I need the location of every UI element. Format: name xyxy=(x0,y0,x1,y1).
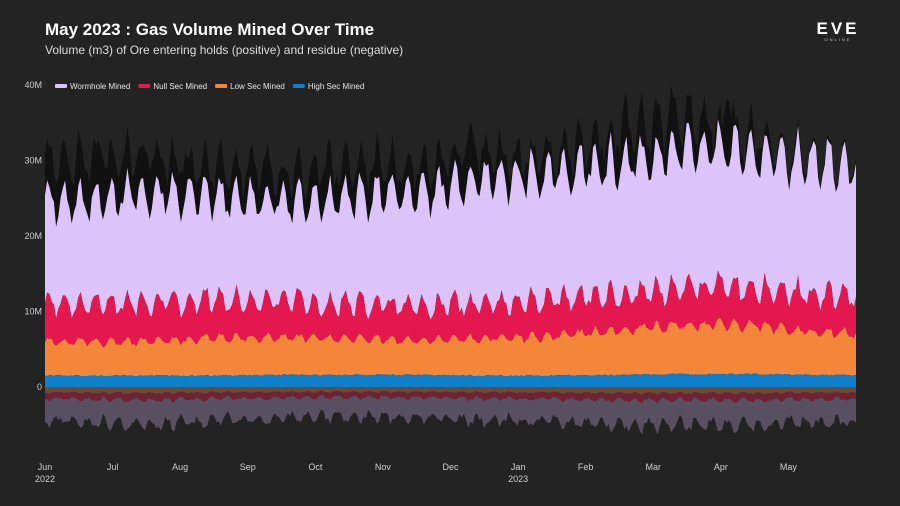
residue-low-area xyxy=(45,387,856,395)
series-area-null-sec xyxy=(45,270,856,348)
x-tick-year-label: 2023 xyxy=(508,474,528,484)
legend: Wormhole Mined Null Sec Mined Low Sec Mine… xyxy=(55,82,364,91)
logo-sub-text: ONLINE xyxy=(824,37,852,42)
y-tick-label: 40M xyxy=(24,80,42,90)
y-tick-label: 0 xyxy=(37,382,42,392)
chart-subtitle: Volume (m3) of Ore entering holds (posit… xyxy=(45,43,404,57)
x-tick-label: Oct xyxy=(308,462,323,472)
y-axis: 0 10M 20M 30M 40M xyxy=(24,80,42,392)
series-area-wormhole xyxy=(45,119,856,320)
series-area-low-sec xyxy=(45,318,856,377)
y-tick-label: 20M xyxy=(24,231,42,241)
legend-label: Low Sec Mined xyxy=(230,82,285,91)
x-tick-label: May xyxy=(780,462,798,472)
x-tick-label: Dec xyxy=(442,462,459,472)
series-area-high-sec xyxy=(45,373,856,387)
legend-label: High Sec Mined xyxy=(308,82,364,91)
x-tick-label: Apr xyxy=(714,462,728,472)
legend-label: Null Sec Mined xyxy=(153,82,207,91)
x-tick-label: Aug xyxy=(172,462,188,472)
legend-swatch xyxy=(55,84,67,88)
chart-title: May 2023 : Gas Volume Mined Over Time xyxy=(45,20,375,39)
x-tick-label: Nov xyxy=(375,462,392,472)
y-tick-label: 10M xyxy=(24,307,42,317)
x-tick-label: Mar xyxy=(646,462,662,472)
x-tick-label: Jul xyxy=(107,462,119,472)
x-tick-label: Jun xyxy=(38,462,53,472)
x-axis: Jun 2022 Jul Aug Sep Oct Nov Dec Jan 2023 Feb Mar Ap… xyxy=(35,462,797,484)
legend-swatch xyxy=(215,84,228,88)
legend-label: Wormhole Mined xyxy=(70,82,130,91)
x-tick-year-label: 2022 xyxy=(35,474,55,484)
y-tick-label: 30M xyxy=(24,156,42,166)
legend-swatch xyxy=(292,84,305,88)
area-layers xyxy=(45,84,856,435)
x-tick-label: Feb xyxy=(578,462,594,472)
logo-main-text: EVE xyxy=(816,19,860,38)
x-tick-label: Sep xyxy=(240,462,256,472)
x-tick-label: Jan xyxy=(511,462,526,472)
legend-swatch xyxy=(138,84,151,88)
eve-online-logo: EVE ONLINE xyxy=(808,20,868,43)
